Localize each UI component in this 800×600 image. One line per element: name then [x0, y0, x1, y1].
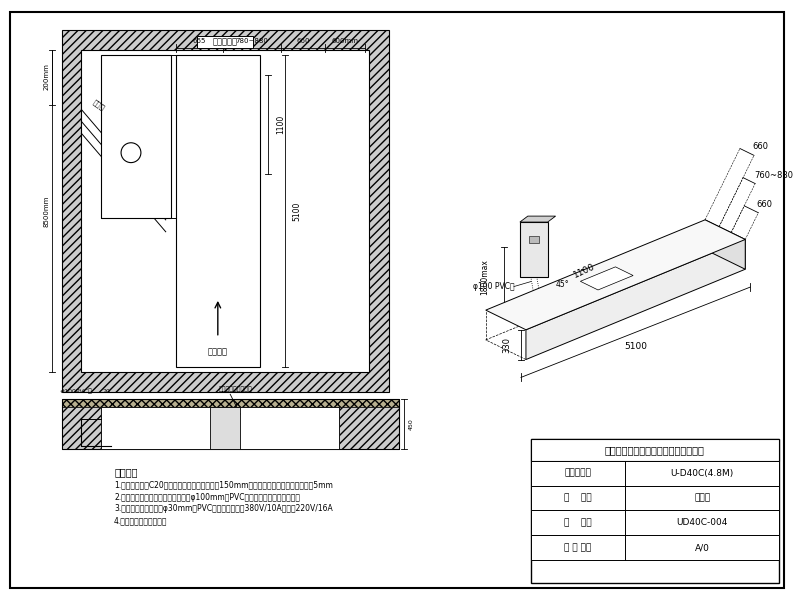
Text: 20: 20	[102, 389, 110, 394]
Polygon shape	[486, 220, 746, 330]
Text: 图    号：: 图 号：	[564, 518, 592, 527]
Bar	[82, 50, 369, 373]
Text: 200mm: 200mm	[44, 63, 50, 90]
Text: U-D40C(4.8M): U-D40C(4.8M)	[670, 469, 734, 478]
Bar	[62, 399, 399, 407]
Text: 2.预埋控制台至地坑和两地坑间预埋φ100mm的PVC管用于穿油管、气管、电线: 2.预埋控制台至地坑和两地坑间预埋φ100mm的PVC管用于穿油管、气管、电线	[114, 493, 300, 502]
Bar	[520, 222, 548, 277]
Text: UD40C-004: UD40C-004	[676, 518, 728, 527]
Bar	[531, 485, 779, 511]
Text: 45°: 45°	[556, 280, 570, 289]
Text: 1800max: 1800max	[480, 259, 489, 295]
Text: 名    称：: 名 称：	[564, 493, 592, 502]
Text: 660: 660	[756, 200, 772, 209]
Text: 地基图: 地基图	[694, 493, 710, 502]
Bar	[62, 399, 399, 449]
Bar	[531, 439, 779, 461]
Text: 产品型号：: 产品型号：	[565, 469, 591, 478]
Text: 660: 660	[752, 142, 768, 151]
Text: 1.混凝土等级为C20及以上，坑底混凝土厚度为150mm以上，两地坑内水平误差不大于5mm: 1.混凝土等级为C20及以上，坑底混凝土厚度为150mm以上，两地坑内水平误差不…	[114, 481, 333, 490]
Text: 665: 665	[193, 38, 206, 44]
Bar	[62, 407, 102, 449]
Text: 1100: 1100	[276, 115, 285, 134]
Text: A/0: A/0	[694, 543, 710, 552]
Text: 上海巴兰仕汽车检测设备股份有限公司: 上海巴兰仕汽车检测设备股份有限公司	[605, 445, 705, 455]
Text: φ100 PVC管: φ100 PVC管	[474, 282, 515, 291]
Text: 进车方向: 进车方向	[208, 347, 228, 356]
Text: 1100: 1100	[572, 262, 597, 280]
Text: 顶视变位仪: 顶视变位仪	[213, 37, 238, 46]
Polygon shape	[705, 220, 746, 269]
Bar	[339, 407, 399, 449]
Bar	[531, 511, 779, 535]
Text: 600mm: 600mm	[332, 38, 359, 44]
Text: 4.电控箱位置可左右互换: 4.电控箱位置可左右互换	[114, 517, 168, 526]
Bar	[531, 535, 779, 560]
Text: 基础要求: 基础要求	[114, 467, 138, 477]
Text: 坡截面: 坡截面	[91, 98, 106, 111]
Text: 排水管（规格施工）: 排水管（规格施工）	[218, 386, 252, 392]
Text: 8500mm: 8500mm	[44, 196, 50, 227]
Text: 780~880: 780~880	[236, 38, 269, 44]
Text: 450: 450	[408, 418, 414, 430]
Text: 660: 660	[297, 38, 310, 44]
Bar	[102, 407, 339, 449]
Text: 330: 330	[502, 337, 511, 353]
Text: 5100: 5100	[293, 202, 302, 221]
Text: #100PVC管: #100PVC管	[60, 388, 93, 394]
Text: 760~880: 760~880	[754, 171, 793, 180]
Polygon shape	[520, 216, 556, 222]
Text: 版 本 号：: 版 本 号：	[565, 543, 592, 552]
Bar	[531, 461, 779, 485]
Polygon shape	[580, 267, 633, 290]
Text: 3.电源线和气源线预埋φ30mm的PVC管，电源三相为380V/10A或单相220V/16A: 3.电源线和气源线预埋φ30mm的PVC管，电源三相为380V/10A或单相22…	[114, 505, 333, 514]
Bar	[531, 439, 779, 583]
Bar	[210, 407, 240, 449]
Polygon shape	[526, 239, 746, 359]
Text: 5100: 5100	[624, 342, 647, 351]
Bar	[62, 30, 389, 392]
Bar	[176, 55, 260, 367]
Bar	[198, 36, 253, 48]
Bar	[529, 236, 538, 243]
Bar	[102, 55, 170, 218]
